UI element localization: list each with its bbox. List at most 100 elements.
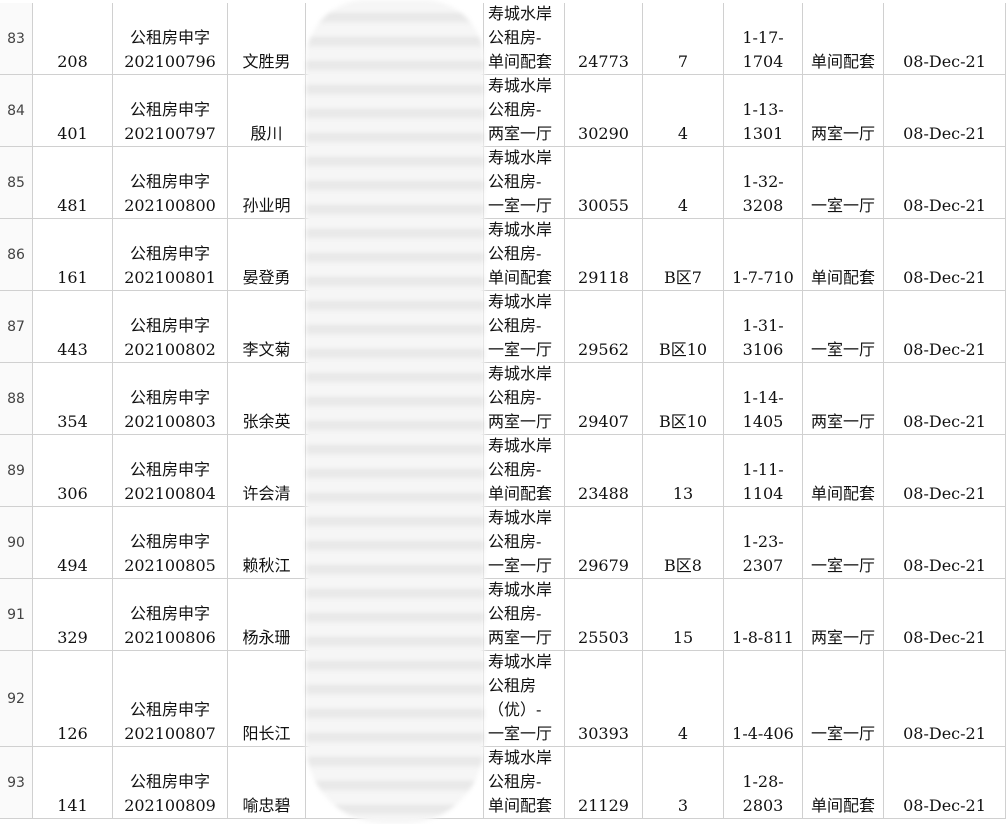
- cell-id: 25503: [565, 579, 643, 651]
- cell-text: B区10: [658, 340, 708, 359]
- cell-date: 08-Dec-21: [884, 435, 1006, 507]
- cell-number: 161: [33, 219, 113, 291]
- cell-text: 1-23-: [742, 532, 784, 551]
- cell-code: 公租房申字 202100803: [113, 363, 228, 435]
- cell-code: 公租房申字 202100801: [113, 219, 228, 291]
- cell-text: 李文菊: [242, 340, 291, 359]
- cell-text: 1704: [742, 52, 784, 71]
- cell-room: 1-31- 3106: [724, 291, 803, 363]
- cell-code: 公租房申字 202100806: [113, 579, 228, 651]
- cell-text: 公租房申字: [129, 772, 210, 791]
- cell-type: 一室一厅: [803, 507, 884, 579]
- cell-text: 202100805: [124, 556, 216, 575]
- cell-text: 寿城水岸: [488, 76, 553, 95]
- cell-text: 一室一厅: [810, 196, 875, 215]
- cell-text: 1-17-: [742, 28, 784, 47]
- cell-id: 30393: [565, 651, 643, 747]
- cell-code: 公租房申字 202100804: [113, 435, 228, 507]
- cell-text: 08-Dec-21: [903, 724, 986, 743]
- cell-name: 许会清: [228, 435, 306, 507]
- cell-text: 202100796: [124, 52, 216, 71]
- cell-text: 1-4-406: [732, 724, 794, 743]
- cell-text: 126: [57, 724, 88, 743]
- row-header: 89: [0, 435, 33, 507]
- cell-project: 寿城水岸 公租房- 单间配套: [484, 435, 565, 507]
- cell-text: 1-13-: [742, 100, 784, 119]
- cell-text: 85: [7, 174, 25, 191]
- cell-name: 文胜男: [228, 3, 306, 75]
- cell-text: 许会清: [242, 484, 291, 503]
- cell-text: 3208: [742, 196, 784, 215]
- cell-text: 一室一厅: [488, 724, 553, 743]
- cell-text: 30290: [578, 124, 629, 143]
- row-header: 85: [0, 147, 33, 219]
- cell-text: 08-Dec-21: [903, 412, 986, 431]
- cell-text: 25503: [578, 628, 629, 647]
- cell-building: 4: [643, 651, 724, 747]
- cell-date: 08-Dec-21: [884, 747, 1006, 819]
- cell-text: 08-Dec-21: [903, 124, 986, 143]
- cell-text: 两室一厅: [810, 628, 875, 647]
- cell-text: 202100802: [124, 340, 216, 359]
- cell-text: 202100803: [124, 412, 216, 431]
- cell-date: 08-Dec-21: [884, 579, 1006, 651]
- cell-room: 1-23- 2307: [724, 507, 803, 579]
- cell-building: 15: [643, 579, 724, 651]
- cell-text: 202100801: [124, 268, 216, 287]
- cell-text: 92: [7, 690, 25, 707]
- cell-text: 1-32-: [742, 172, 784, 191]
- cell-text: 寿城水岸: [488, 748, 553, 767]
- cell-text: 86: [7, 246, 25, 263]
- cell-text: 202100797: [124, 124, 216, 143]
- cell-text: 29118: [578, 268, 629, 287]
- row-header: 91: [0, 579, 33, 651]
- cell-text: 2803: [742, 796, 784, 815]
- cell-code: 公租房申字 202100796: [113, 3, 228, 75]
- cell-text: 29679: [578, 556, 629, 575]
- cell-date: 08-Dec-21: [884, 147, 1006, 219]
- cell-text: 张余英: [242, 412, 291, 431]
- cell-text: 83: [7, 30, 25, 47]
- cell-id: 29679: [565, 507, 643, 579]
- cell-date: 08-Dec-21: [884, 291, 1006, 363]
- cell-id: 24773: [565, 3, 643, 75]
- cell-text: 29407: [578, 412, 629, 431]
- cell-text: 阳长江: [242, 724, 291, 743]
- cell-text: 4: [677, 724, 689, 743]
- cell-number: 329: [33, 579, 113, 651]
- cell-text: 1-11-: [742, 460, 784, 479]
- cell-type: 单间配套: [803, 219, 884, 291]
- cell-text: 单间配套: [488, 796, 553, 815]
- cell-text: 公租房-: [488, 772, 542, 791]
- cell-text: 喻忠碧: [242, 796, 291, 815]
- cell-text: 两室一厅: [488, 412, 553, 431]
- cell-building: 7: [643, 3, 724, 75]
- cell-text: 08-Dec-21: [903, 196, 986, 215]
- cell-text: 7: [677, 52, 689, 71]
- cell-code: 公租房申字 202100805: [113, 507, 228, 579]
- cell-text: 141: [57, 796, 88, 815]
- cell-room: 1-13- 1301: [724, 75, 803, 147]
- cell-number: 481: [33, 147, 113, 219]
- cell-text: 15: [672, 628, 694, 647]
- cell-room: 1-28- 2803: [724, 747, 803, 819]
- cell-date: 08-Dec-21: [884, 3, 1006, 75]
- cell-number: 141: [33, 747, 113, 819]
- cell-type: 一室一厅: [803, 291, 884, 363]
- cell-name: 孙业明: [228, 147, 306, 219]
- cell-code: 公租房申字 202100802: [113, 291, 228, 363]
- cell-text: 202100806: [124, 628, 216, 647]
- row-header: 92: [0, 651, 33, 747]
- cell-number: 443: [33, 291, 113, 363]
- cell-number: 494: [33, 507, 113, 579]
- cell-text: 88: [7, 390, 25, 407]
- cell-text: 一室一厅: [810, 724, 875, 743]
- cell-text: 寿城水岸: [488, 436, 553, 455]
- cell-text: 202100804: [124, 484, 216, 503]
- cell-building: 4: [643, 75, 724, 147]
- cell-text: 寿城水岸: [488, 508, 553, 527]
- cell-text: （优）-: [488, 700, 542, 719]
- cell-room: 1-14- 1405: [724, 363, 803, 435]
- cell-text: B区10: [658, 412, 708, 431]
- cell-text: 公租房-: [488, 460, 542, 479]
